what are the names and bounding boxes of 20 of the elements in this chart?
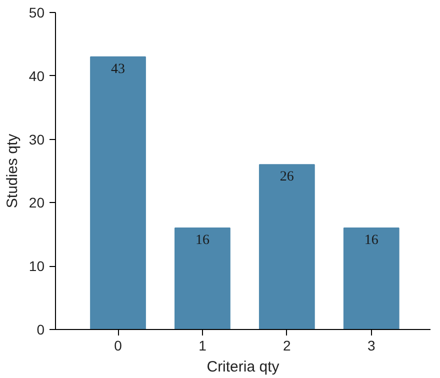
x-tick-label: 3 [367,338,376,354]
data-label: 16 [195,233,210,248]
bar [174,228,230,330]
y-tick-label: 20 [28,194,45,211]
y-tick-label: 0 [36,322,45,338]
bar [258,164,315,330]
y-tick-label: 30 [28,131,45,148]
bar [343,228,400,330]
data-label: 26 [280,170,294,185]
y-tick-label: 40 [28,68,45,84]
y-tick-label: 50 [28,4,45,20]
bar [90,56,146,330]
y-axis-title: Studies qty [4,133,21,208]
x-tick-label: 0 [114,338,122,354]
y-tick-label: 10 [28,258,45,274]
x-axis-title: Criteria qty [206,358,280,376]
x-tick-label: 1 [198,338,207,354]
x-tick-label: 2 [283,338,292,354]
data-label: 16 [364,233,378,248]
data-label: 43 [111,62,125,77]
